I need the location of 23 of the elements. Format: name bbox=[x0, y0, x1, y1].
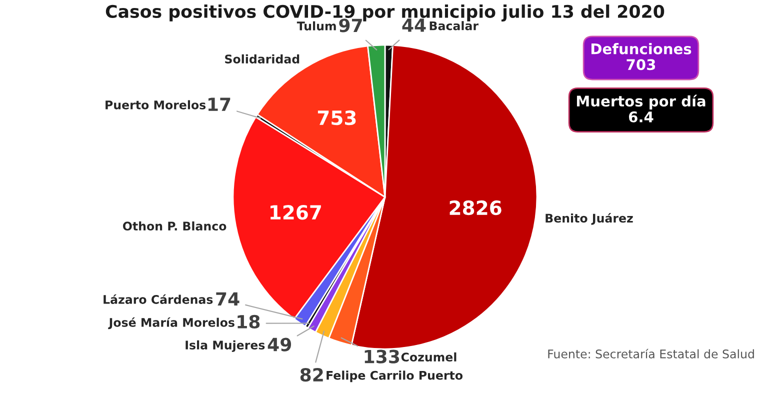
data-label: 18 bbox=[238, 314, 260, 329]
data-label: 74 bbox=[216, 292, 240, 306]
slice-label: Benito Juárez bbox=[546, 213, 633, 225]
slice-label: Bacalar bbox=[430, 21, 478, 30]
slice-label: Lázaro Cárdenas bbox=[104, 294, 213, 304]
data-label: 1267 bbox=[270, 204, 321, 220]
text: Defunciones 703 bbox=[591, 43, 692, 70]
data-label: 17 bbox=[208, 98, 230, 111]
data-label: 82 bbox=[300, 368, 323, 382]
slice-label: Solidaridad bbox=[225, 54, 300, 64]
slice-label: Othon P. Blanco bbox=[123, 221, 226, 231]
slice-label: Felipe Carrilo Puerto bbox=[326, 370, 463, 382]
slice-label: Puerto Morelos bbox=[106, 100, 206, 110]
slice-label: Isla Mujeres bbox=[186, 340, 265, 352]
slice-label: José María Morelos bbox=[108, 317, 234, 330]
data-label: 133 bbox=[364, 350, 400, 364]
slice-label: Cozumel bbox=[401, 352, 456, 362]
data-label: 753 bbox=[318, 110, 356, 126]
data-label: 49 bbox=[268, 338, 292, 352]
slice-label: Tulum bbox=[296, 21, 336, 30]
text: Muertos por día 6.4 bbox=[576, 94, 706, 122]
source-note: Fuente: Secretaría Estatal de Salud bbox=[548, 348, 754, 358]
data-label: 2826 bbox=[450, 200, 502, 216]
